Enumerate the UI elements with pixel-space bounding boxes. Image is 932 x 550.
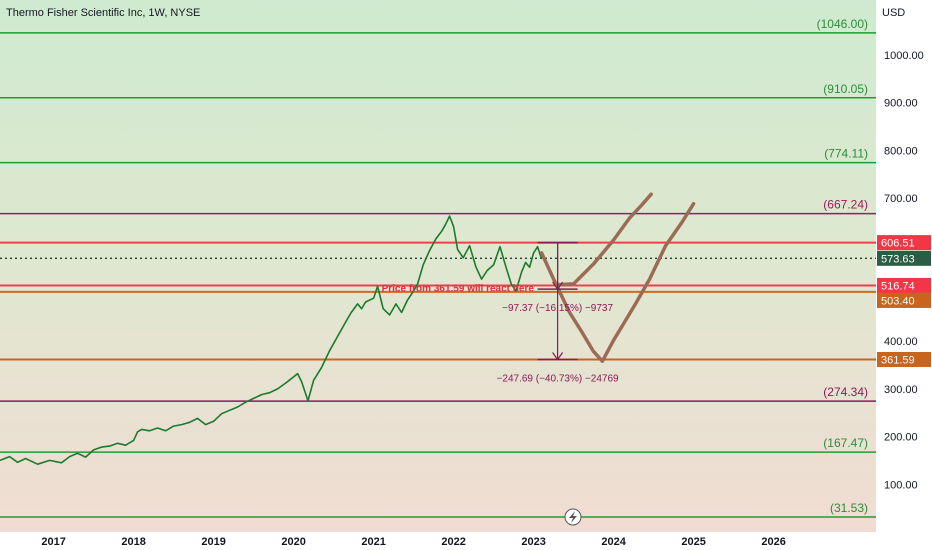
projection-path-main — [539, 201, 696, 363]
currency-label: USD — [882, 7, 905, 19]
price-axis-panel — [876, 0, 932, 550]
y-tick-label-1: 200.00 — [884, 432, 918, 444]
time-axis-panel — [0, 532, 876, 550]
y-tick-label-0: 100.00 — [884, 479, 918, 491]
level-label-0: (1046.00) — [817, 17, 868, 31]
price-tag-bg-0 — [877, 235, 931, 251]
y-tick-label-8: 900.00 — [884, 98, 918, 110]
level-label-2: (774.11) — [824, 147, 868, 161]
level-label-4: (274.34) — [823, 385, 868, 399]
annotation-text: Price from 361.59 will react here — [382, 284, 535, 295]
price-tags: 606.51 573.63 516.74 503.40 361.59 — [877, 235, 931, 367]
y-tick-label-3: 400.00 — [884, 336, 918, 348]
level-label-5: (167.47) — [823, 436, 868, 450]
price-tag-label-4: 361.59 — [881, 354, 915, 366]
x-tick-label-5: 2022 — [441, 536, 465, 548]
price-series — [0, 215, 543, 466]
x-tick-label-6: 2023 — [521, 536, 545, 548]
price-tag-label-1: 573.63 — [881, 253, 915, 265]
price-tag-bg-2 — [877, 277, 931, 293]
x-tick-label-1: 2018 — [121, 536, 145, 548]
measure-tools: −97.37 (−16.15%) −9737−247.69 (−40.73%) … — [382, 241, 619, 384]
price-tag-label-3: 503.40 — [881, 295, 915, 307]
price-tag-bg-1 — [877, 250, 931, 266]
x-tick-label-7: 2024 — [601, 536, 626, 548]
price-tag-label-0: 606.51 — [881, 238, 915, 250]
y-tick-label-2: 300.00 — [884, 384, 918, 396]
level-label-6: (31.53) — [830, 501, 868, 515]
y-tick-label-6: 700.00 — [884, 193, 918, 205]
projection-drawings — [539, 192, 696, 363]
lightning-icon[interactable] — [564, 508, 582, 526]
plot-background — [0, 0, 876, 532]
y-tick-label-7: 800.00 — [884, 145, 918, 157]
level-lines: (1046.00) (910.05) (774.11) (667.24) (274.34… — [0, 17, 876, 518]
measure-arrow-1 — [552, 352, 564, 361]
projection-path-alt — [554, 192, 653, 287]
chart-title: Thermo Fisher Scientific Inc, 1W, NYSE — [6, 7, 200, 19]
y-tick-label-9: 1000.00 — [884, 50, 924, 62]
x-tick-label-9: 2026 — [761, 536, 785, 548]
price-tag-bg-3 — [877, 292, 931, 308]
time-axis[interactable]: 2017 2018 2019 2020 2021 2022 2023 2024 2025 2026 — [41, 536, 785, 548]
x-tick-label-4: 2021 — [361, 536, 385, 548]
price-tag-bg-4 — [877, 351, 931, 367]
price-series-line — [0, 215, 543, 466]
x-tick-label-0: 2017 — [41, 536, 65, 548]
level-label-3: (667.24) — [823, 198, 868, 212]
x-tick-label-3: 2020 — [281, 536, 305, 548]
price-tag-label-2: 516.74 — [881, 280, 915, 292]
x-tick-label-2: 2019 — [201, 536, 225, 548]
level-label-1: (910.05) — [823, 82, 868, 96]
x-tick-label-8: 2025 — [681, 536, 705, 548]
measure-label-1: −247.69 (−40.73%) −24769 — [497, 373, 619, 384]
